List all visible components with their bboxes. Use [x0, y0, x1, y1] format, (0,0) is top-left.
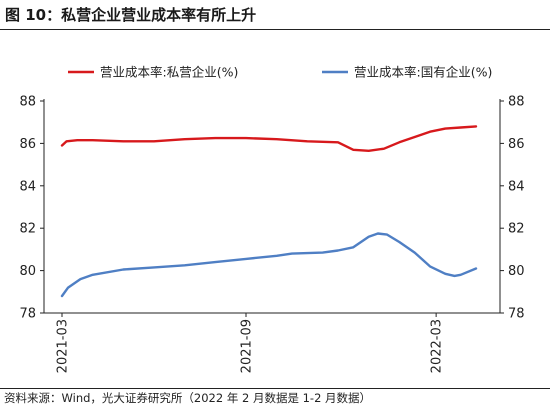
- x-tick-label: 2021-03: [56, 319, 71, 373]
- line-chart: 营业成本率:私营企业(%) 营业成本率:国有企业(%) 7880828486887…: [19, 65, 524, 374]
- bottom-rule: [0, 388, 550, 389]
- left-y-tick-label: 86: [19, 137, 36, 152]
- x-tick-label: 2022-03: [430, 319, 445, 373]
- left-y-tick-label: 84: [19, 179, 36, 194]
- series-line-private: [60, 125, 478, 152]
- right-y-tick-label: 86: [508, 137, 525, 152]
- left-y-tick-label: 80: [19, 264, 36, 279]
- right-y-tick-label: 78: [508, 307, 525, 322]
- chart-series: [60, 125, 478, 298]
- top-rule: [0, 29, 550, 30]
- right-y-tick-label: 88: [508, 95, 525, 110]
- series-line-state: [60, 232, 478, 298]
- figure-title: 图 10：私营企业营业成本率有所上升: [5, 6, 257, 24]
- chart-ticks: 78 80 82 84 86 88 78 80 82 84 86 88 2021-03 2021-09 20…: [19, 95, 524, 374]
- left-y-tick-label: 82: [19, 222, 36, 237]
- right-y-tick-label: 84: [508, 179, 525, 194]
- right-y-tick-label: 82: [508, 222, 525, 237]
- left-y-tick-label: 78: [19, 307, 36, 322]
- chart-axes: [43, 99, 501, 314]
- right-y-tick-label: 80: [508, 264, 525, 279]
- legend-label-state: 营业成本率:国有企业(%): [354, 65, 492, 80]
- left-y-tick-label: 88: [19, 95, 36, 110]
- source-note: 资料来源：Wind，光大证券研究所（2022 年 2 月数据是 1-2 月数据）: [4, 391, 372, 405]
- legend-label-private: 营业成本率:私营企业(%): [100, 65, 238, 80]
- x-tick-label: 2021-09: [240, 319, 255, 373]
- chart-legend: 营业成本率:私营企业(%) 营业成本率:国有企业(%): [68, 65, 492, 80]
